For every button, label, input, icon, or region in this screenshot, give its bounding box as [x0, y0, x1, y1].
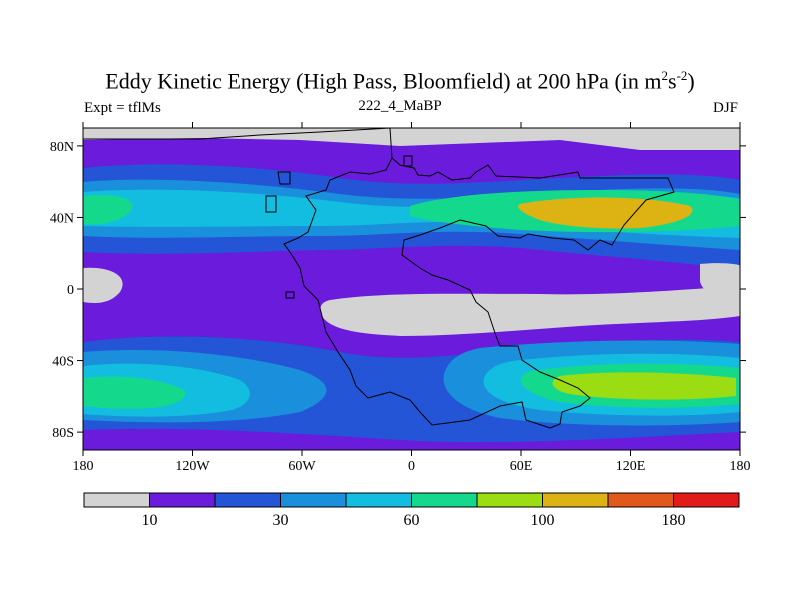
colorbar-box	[83, 492, 150, 508]
equatorial-minimum-center	[320, 286, 740, 336]
x-tick-label: 180	[730, 459, 751, 474]
colorbar-label: 10	[142, 512, 158, 529]
colorbar-box	[411, 492, 478, 508]
title-tail: )	[687, 68, 695, 94]
x-tick-label: 0	[408, 459, 415, 474]
colorbar-box	[345, 492, 412, 508]
sh-jet-core	[552, 372, 736, 400]
contour-fill	[83, 128, 740, 450]
title-text: Eddy Kinetic Energy (High Pass, Bloomfie…	[105, 68, 662, 94]
y-tick-label: 0	[67, 283, 74, 298]
y-tick-label: 40S	[52, 355, 74, 370]
colorbar-box	[607, 492, 674, 508]
x-tick-label: 60E	[510, 459, 533, 474]
colorbar-box	[476, 492, 543, 508]
colorbar-box	[673, 492, 740, 508]
colorbar-box	[214, 492, 281, 508]
colorbar: 10 30 60 100 180	[83, 492, 740, 529]
x-axis: 180 120W 60W 0 60E 120E 180	[73, 122, 751, 474]
colorbar-label: 60	[404, 512, 420, 529]
coastline	[83, 127, 675, 429]
x-tick-label: 120E	[616, 459, 646, 474]
y-tick-label: 40N	[50, 211, 74, 226]
run-label: 222_4_MaBP	[358, 98, 442, 114]
x-tick-label: 60W	[288, 459, 316, 474]
y-tick-label: 80N	[50, 140, 74, 155]
y-tick-label: 80S	[52, 426, 74, 441]
title-units-mid: s	[668, 68, 677, 94]
colorbar-label: 30	[273, 512, 289, 529]
arctic-band	[83, 128, 740, 150]
x-tick-label: 120W	[175, 459, 210, 474]
title-sup-2: -2	[676, 68, 688, 83]
y-axis: 80N 40N 0 40S 80S	[50, 140, 746, 441]
colorbar-label: 180	[662, 512, 686, 529]
antarctic-band	[83, 428, 740, 450]
colorbar-box	[280, 492, 347, 508]
nh-jet-max	[518, 197, 693, 229]
colorbar-label: 100	[531, 512, 555, 529]
x-tick-label: 180	[73, 459, 94, 474]
season-label: DJF	[712, 100, 738, 116]
chart-title: Eddy Kinetic Energy (High Pass, Bloomfie…	[0, 68, 800, 94]
experiment-label: Expt = tflMs	[84, 100, 161, 116]
title-sup-1: 2	[661, 68, 669, 83]
colorbar-box	[149, 492, 216, 508]
colorbar-box	[542, 492, 609, 508]
